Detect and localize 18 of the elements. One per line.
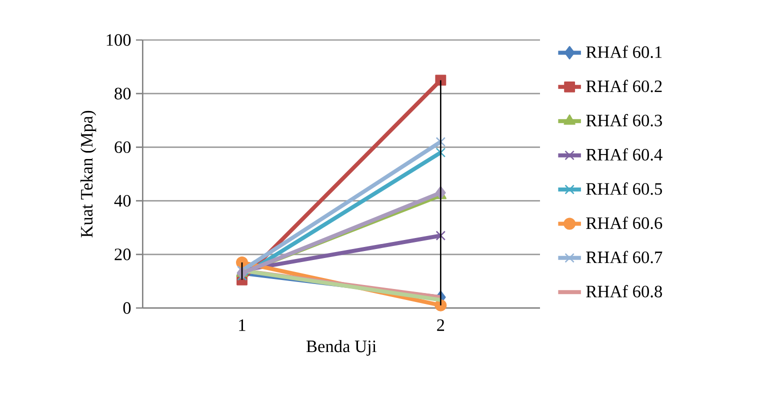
x-axis-title: Benda Uji [306,340,376,356]
legend-label: RHAf 60.8 [586,285,662,298]
y-tick-label: 0 [123,302,131,314]
y-tick-label: 20 [114,248,131,260]
x-tick-label: 1 [239,319,246,331]
y-tick-label: 80 [114,88,131,100]
y-tick-label: 40 [114,194,131,207]
legend-label: RHAf 60.1 [586,46,662,58]
legend-label: RHAf 60.4 [586,148,662,161]
legend-label: RHAf 60.6 [586,216,662,230]
x-tick-label: 2 [437,319,444,331]
y-axis-title: Kuat Tekan (Mpa) [80,110,96,238]
legend-label: RHAf 60.7 [586,250,662,264]
y-tick-label: 60 [114,141,131,154]
legend-label: RHAf 60.2 [586,80,662,92]
legend-label: RHAf 60.5 [586,182,662,195]
legend-label: RHAf 60.3 [586,114,662,126]
y-tick-label: 100 [106,34,131,46]
